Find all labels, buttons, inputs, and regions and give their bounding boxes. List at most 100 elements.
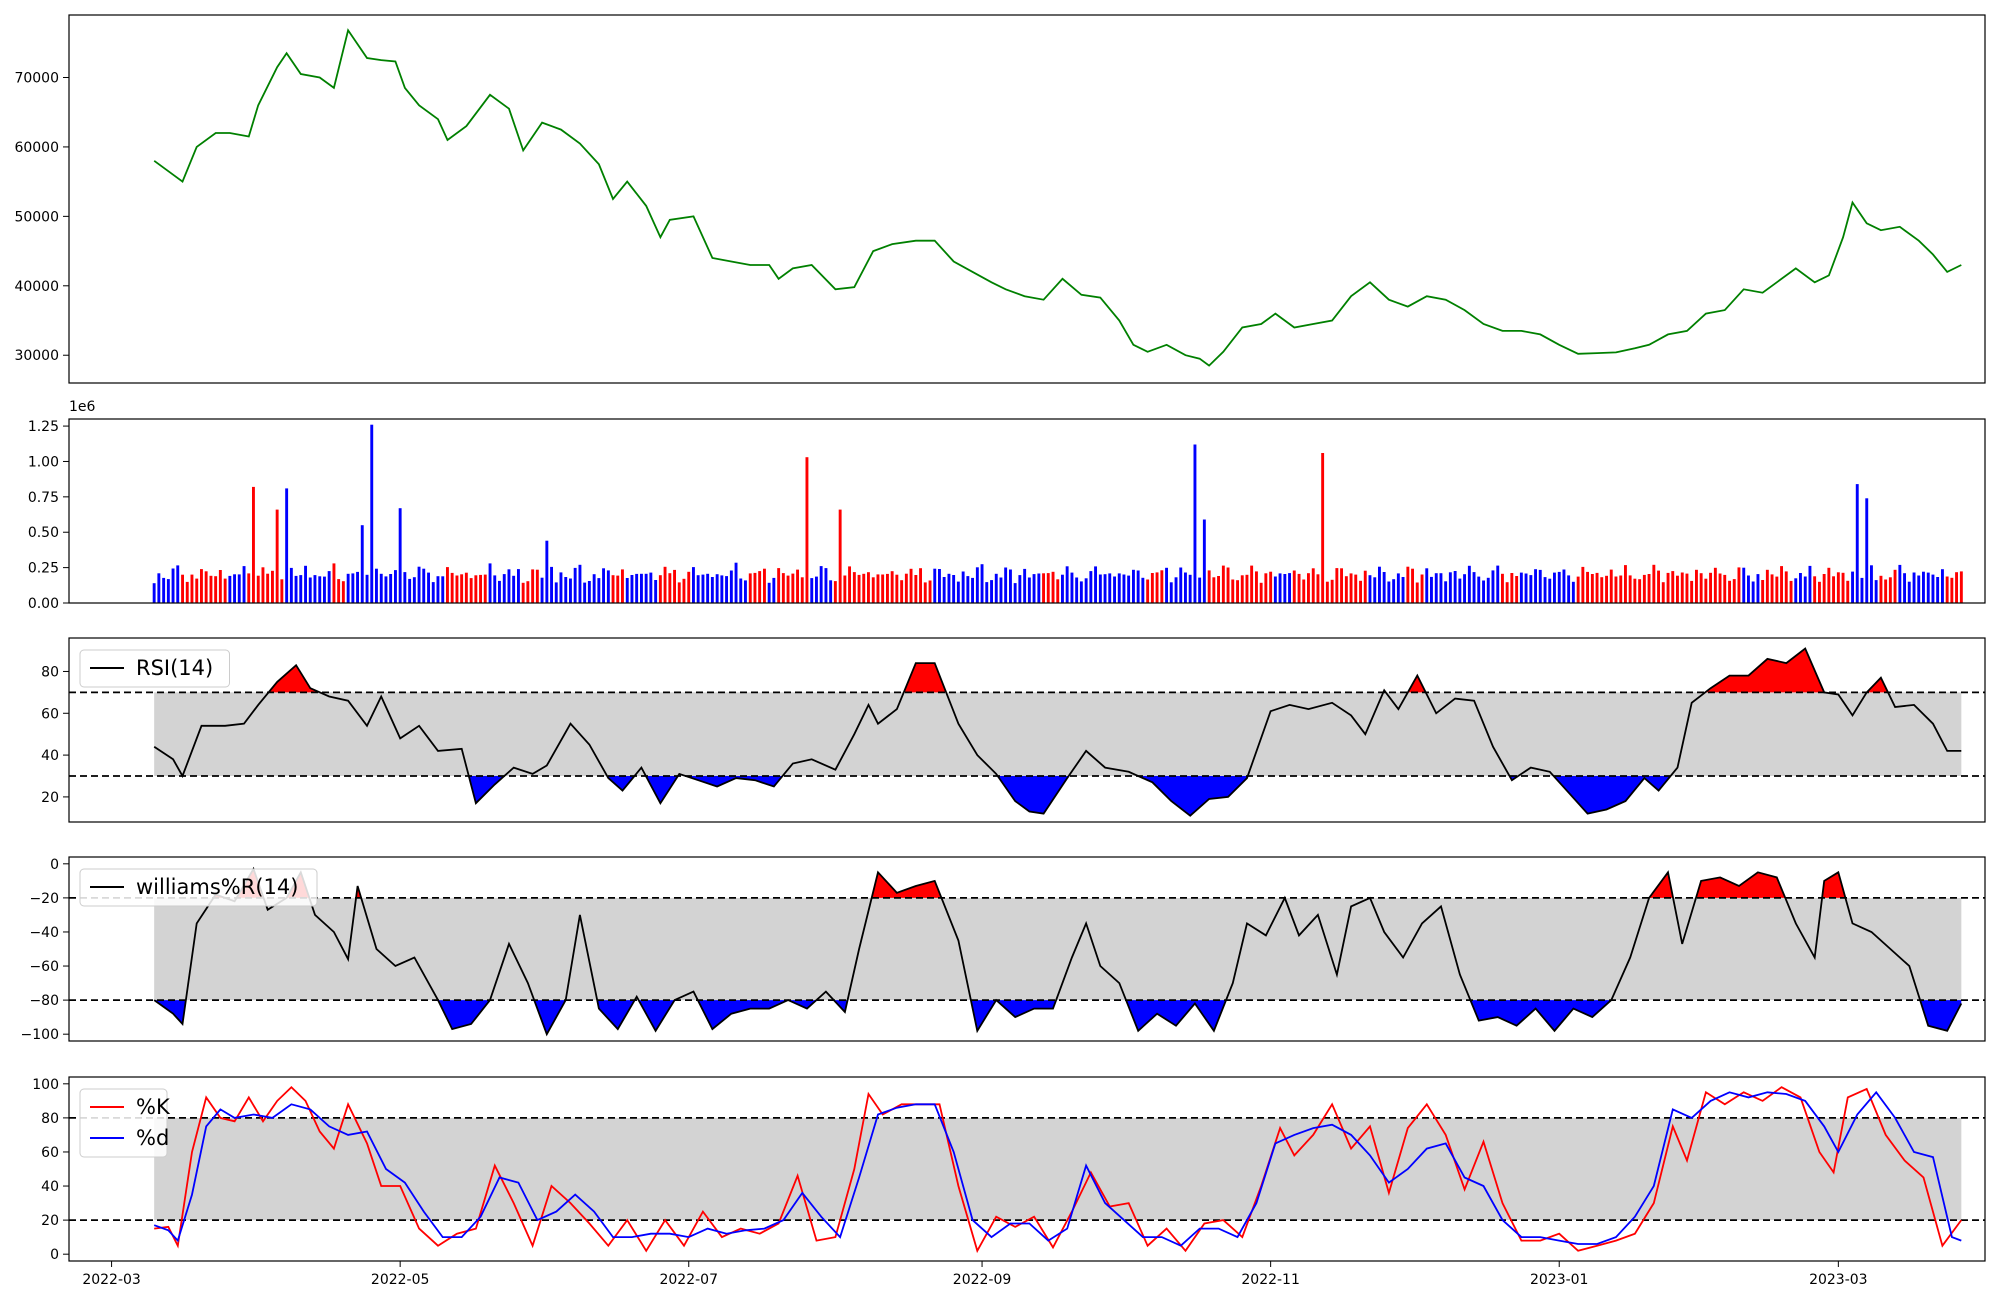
volume-bar [1411, 568, 1414, 603]
volume-bar [398, 508, 402, 603]
volume-bar [668, 573, 672, 603]
volume-bar [1803, 576, 1807, 603]
volume-bar [758, 571, 762, 603]
volume-bar [1903, 573, 1906, 603]
volume-bar [1221, 565, 1225, 603]
volume-bar [1619, 575, 1623, 603]
volume-bar [531, 569, 535, 603]
volume-bar [162, 577, 166, 603]
volume-ytick-label: 0.00 [28, 596, 59, 612]
volume-bar [1325, 581, 1329, 603]
volume-bar [1543, 577, 1547, 603]
volume-bar [1023, 568, 1027, 603]
volume-bar [673, 569, 676, 603]
rsi-ytick-label: 80 [41, 664, 59, 680]
volume-bar [1600, 577, 1604, 603]
williams-oversold-fill [638, 1000, 675, 1031]
volume-bar [796, 569, 799, 603]
volume-bar [564, 577, 568, 603]
volume-bar [379, 573, 383, 603]
volume-bar [1959, 571, 1963, 603]
x-tick-label: 2022-03 [82, 1272, 141, 1288]
volume-bar [289, 567, 293, 603]
volume-bar [469, 578, 473, 603]
williams-oversold-fill [438, 1000, 490, 1030]
price-ytick-label: 50000 [14, 209, 59, 225]
volume-bar [483, 574, 487, 603]
volume-bar [341, 581, 345, 603]
volume-bar [1292, 570, 1296, 603]
williams-oversold-fill [597, 1000, 635, 1030]
volume-bar [1874, 580, 1878, 603]
volume-bar [1273, 576, 1277, 603]
volume-bar [1359, 580, 1362, 603]
volume-bar [351, 573, 355, 603]
volume-bar [1046, 573, 1050, 603]
volume-bar [1439, 573, 1443, 603]
volume-bar [871, 577, 875, 603]
volume-bar [1950, 577, 1954, 603]
volume-bar [810, 578, 814, 603]
volume-bar [294, 575, 298, 603]
volume-bar [507, 569, 511, 603]
volume-bar [1288, 573, 1291, 603]
volume-bar [1884, 579, 1888, 603]
volume-bar [323, 576, 326, 603]
volume-ytick-label: 0.50 [28, 525, 59, 541]
volume-bar [923, 582, 927, 603]
williams-oversold-fill [697, 1000, 789, 1030]
volume-bar [1146, 579, 1150, 603]
volume-bar [1832, 576, 1835, 603]
volume-bar [1415, 582, 1419, 603]
volume-bar [1737, 567, 1741, 603]
price-ytick-label: 60000 [14, 140, 59, 156]
volume-bar [947, 573, 951, 603]
volume-bar [1775, 576, 1779, 603]
volume-ytick-label: 1.25 [28, 419, 59, 435]
volume-bar [1912, 572, 1916, 603]
volume-bar [1482, 580, 1485, 603]
volume-bar [980, 564, 984, 603]
volume-bar [1519, 572, 1523, 603]
volume-bar [166, 579, 170, 603]
volume-bar [1373, 577, 1377, 603]
volume-bar [1467, 565, 1471, 603]
volume-bar [1070, 572, 1074, 603]
rsi-legend-box [79, 649, 230, 688]
volume-bar [663, 566, 667, 603]
volume-bar [904, 573, 908, 603]
volume-bar [848, 566, 851, 603]
volume-bar [271, 570, 274, 603]
volume-bar [1297, 573, 1301, 603]
volume-bar [1004, 567, 1008, 603]
volume-bar [1553, 572, 1556, 603]
volume-bar [942, 577, 946, 603]
volume-bar [687, 571, 691, 603]
volume-bar [966, 576, 970, 603]
volume-bar [999, 577, 1003, 603]
volume-bar [1434, 573, 1438, 603]
volume-bar [252, 486, 255, 603]
volume-bar [190, 574, 194, 603]
price-frame [68, 14, 1986, 384]
volume-bar [1231, 579, 1235, 603]
volume-bar [833, 581, 837, 603]
volume-bar [938, 569, 941, 603]
stochastic-panel: 0 20 40 60 80 100 %K %d [32, 1076, 1986, 1263]
volume-bar [720, 575, 724, 603]
volume-bar [1113, 576, 1116, 603]
volume-bar [763, 568, 766, 603]
volume-bar [1922, 571, 1925, 603]
rsi-oversold-fill [1553, 776, 1671, 814]
williams-ytick-label: −100 [21, 1027, 59, 1043]
volume-bar [356, 571, 359, 603]
volume-bar [1567, 575, 1571, 603]
volume-bar [1051, 571, 1055, 603]
volume-bar [1278, 573, 1282, 603]
volume-bar [1605, 575, 1608, 603]
volume-bar [1165, 567, 1168, 603]
volume-bar [569, 578, 572, 603]
volume-bar [1633, 578, 1637, 603]
volume-bar [1127, 575, 1131, 603]
volume-bar [914, 575, 918, 603]
